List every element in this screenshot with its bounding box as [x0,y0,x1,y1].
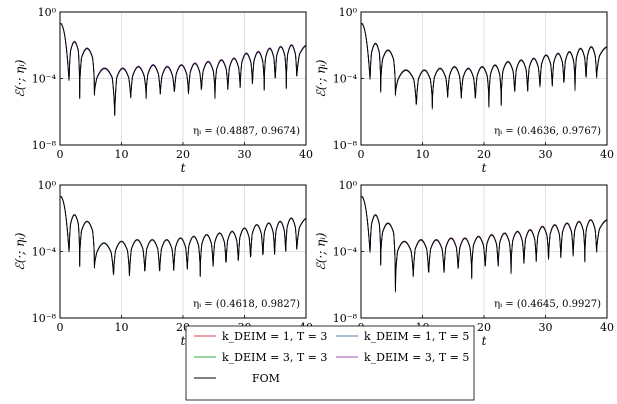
panel-2: 0 10 20 30 40 10⁰ 10⁻⁴ 10⁻⁸ t ℰ(·; ηᵢ) ηᵢ = (0.463… [314,6,614,175]
y-tick-label: 10⁰ [339,179,358,192]
x-tick-label: 20 [477,148,491,161]
legend-entry-4: k_DEIM = 3, T = 5 [336,351,469,364]
legend-label: k_DEIM = 1, T = 5 [364,330,469,343]
y-tick-label: 10⁻⁴ [333,73,358,86]
x-tick-label: 10 [115,148,129,161]
x-tick-label: 0 [358,148,365,161]
y-tick-label: 10⁻⁴ [32,246,57,259]
x-tick-label: 10 [115,321,129,334]
legend-label: k_DEIM = 1, T = 3 [222,330,327,343]
x-tick-label: 0 [57,321,64,334]
y-axis-label: ℰ(·; ηᵢ) [13,59,27,97]
x-tick-label: 20 [477,321,491,334]
x-tick-label: 0 [57,148,64,161]
x-tick-label: 10 [416,148,430,161]
x-tick-label: 30 [238,148,252,161]
parameter-annotation: ηᵢ = (0.4636, 0.9767) [494,126,601,137]
series-line-5 [361,23,607,109]
parameter-annotation: ηᵢ = (0.4645, 0.9927) [494,299,601,310]
y-axis-label: ℰ(·; ηᵢ) [13,232,27,270]
y-axis-label: ℰ(·; ηᵢ) [314,59,328,97]
y-tick-label: 10⁻⁴ [333,246,358,259]
y-tick-label: 10⁻⁸ [32,139,57,152]
y-tick-label: 10⁰ [38,6,57,19]
legend-entry-1: k_DEIM = 1, T = 3 [194,330,327,343]
y-tick-label: 10⁻⁸ [32,312,57,325]
panels-container: 0 10 20 30 40 10⁰ 10⁻⁴ 10⁻⁸ t ℰ(·; ηᵢ) ηᵢ = (0.488… [13,6,614,348]
parameter-annotation: ηᵢ = (0.4618, 0.9827) [193,299,300,310]
y-tick-label: 10⁻⁸ [333,312,358,325]
legend-entry-5: FOM [194,372,280,385]
series-line-5 [60,196,306,277]
legend-label: FOM [252,372,280,385]
y-axis-label: ℰ(·; ηᵢ) [314,232,328,270]
panel-1: 0 10 20 30 40 10⁰ 10⁻⁴ 10⁻⁸ t ℰ(·; ηᵢ) ηᵢ = (0.488… [13,6,313,175]
x-tick-label: 30 [539,321,553,334]
y-tick-label: 10⁻⁸ [333,139,358,152]
y-tick-label: 10⁰ [38,179,57,192]
x-axis-label: t [482,334,487,348]
legend-label: k_DEIM = 3, T = 5 [364,351,469,364]
x-tick-label: 30 [539,148,553,161]
series-line-5 [361,196,607,292]
y-tick-label: 10⁻⁴ [32,73,57,86]
x-tick-label: 20 [176,148,190,161]
x-axis-label: t [181,161,186,175]
x-axis-label: t [181,334,186,348]
y-tick-label: 10⁰ [339,6,358,19]
legend-entry-3: k_DEIM = 3, T = 3 [194,351,327,364]
legend-entry-2: k_DEIM = 1, T = 5 [336,330,469,343]
legend: k_DEIM = 1, T = 3 k_DEIM = 1, T = 5 k_DEIM… [185,325,475,401]
x-tick-label: 40 [600,148,614,161]
x-tick-label: 40 [299,148,313,161]
legend-label: k_DEIM = 3, T = 3 [222,351,327,364]
x-axis-label: t [482,161,487,175]
parameter-annotation: ηᵢ = (0.4887, 0.9674) [193,126,300,137]
series-line-5 [60,23,306,116]
x-tick-label: 40 [600,321,614,334]
legend-box [185,325,475,401]
